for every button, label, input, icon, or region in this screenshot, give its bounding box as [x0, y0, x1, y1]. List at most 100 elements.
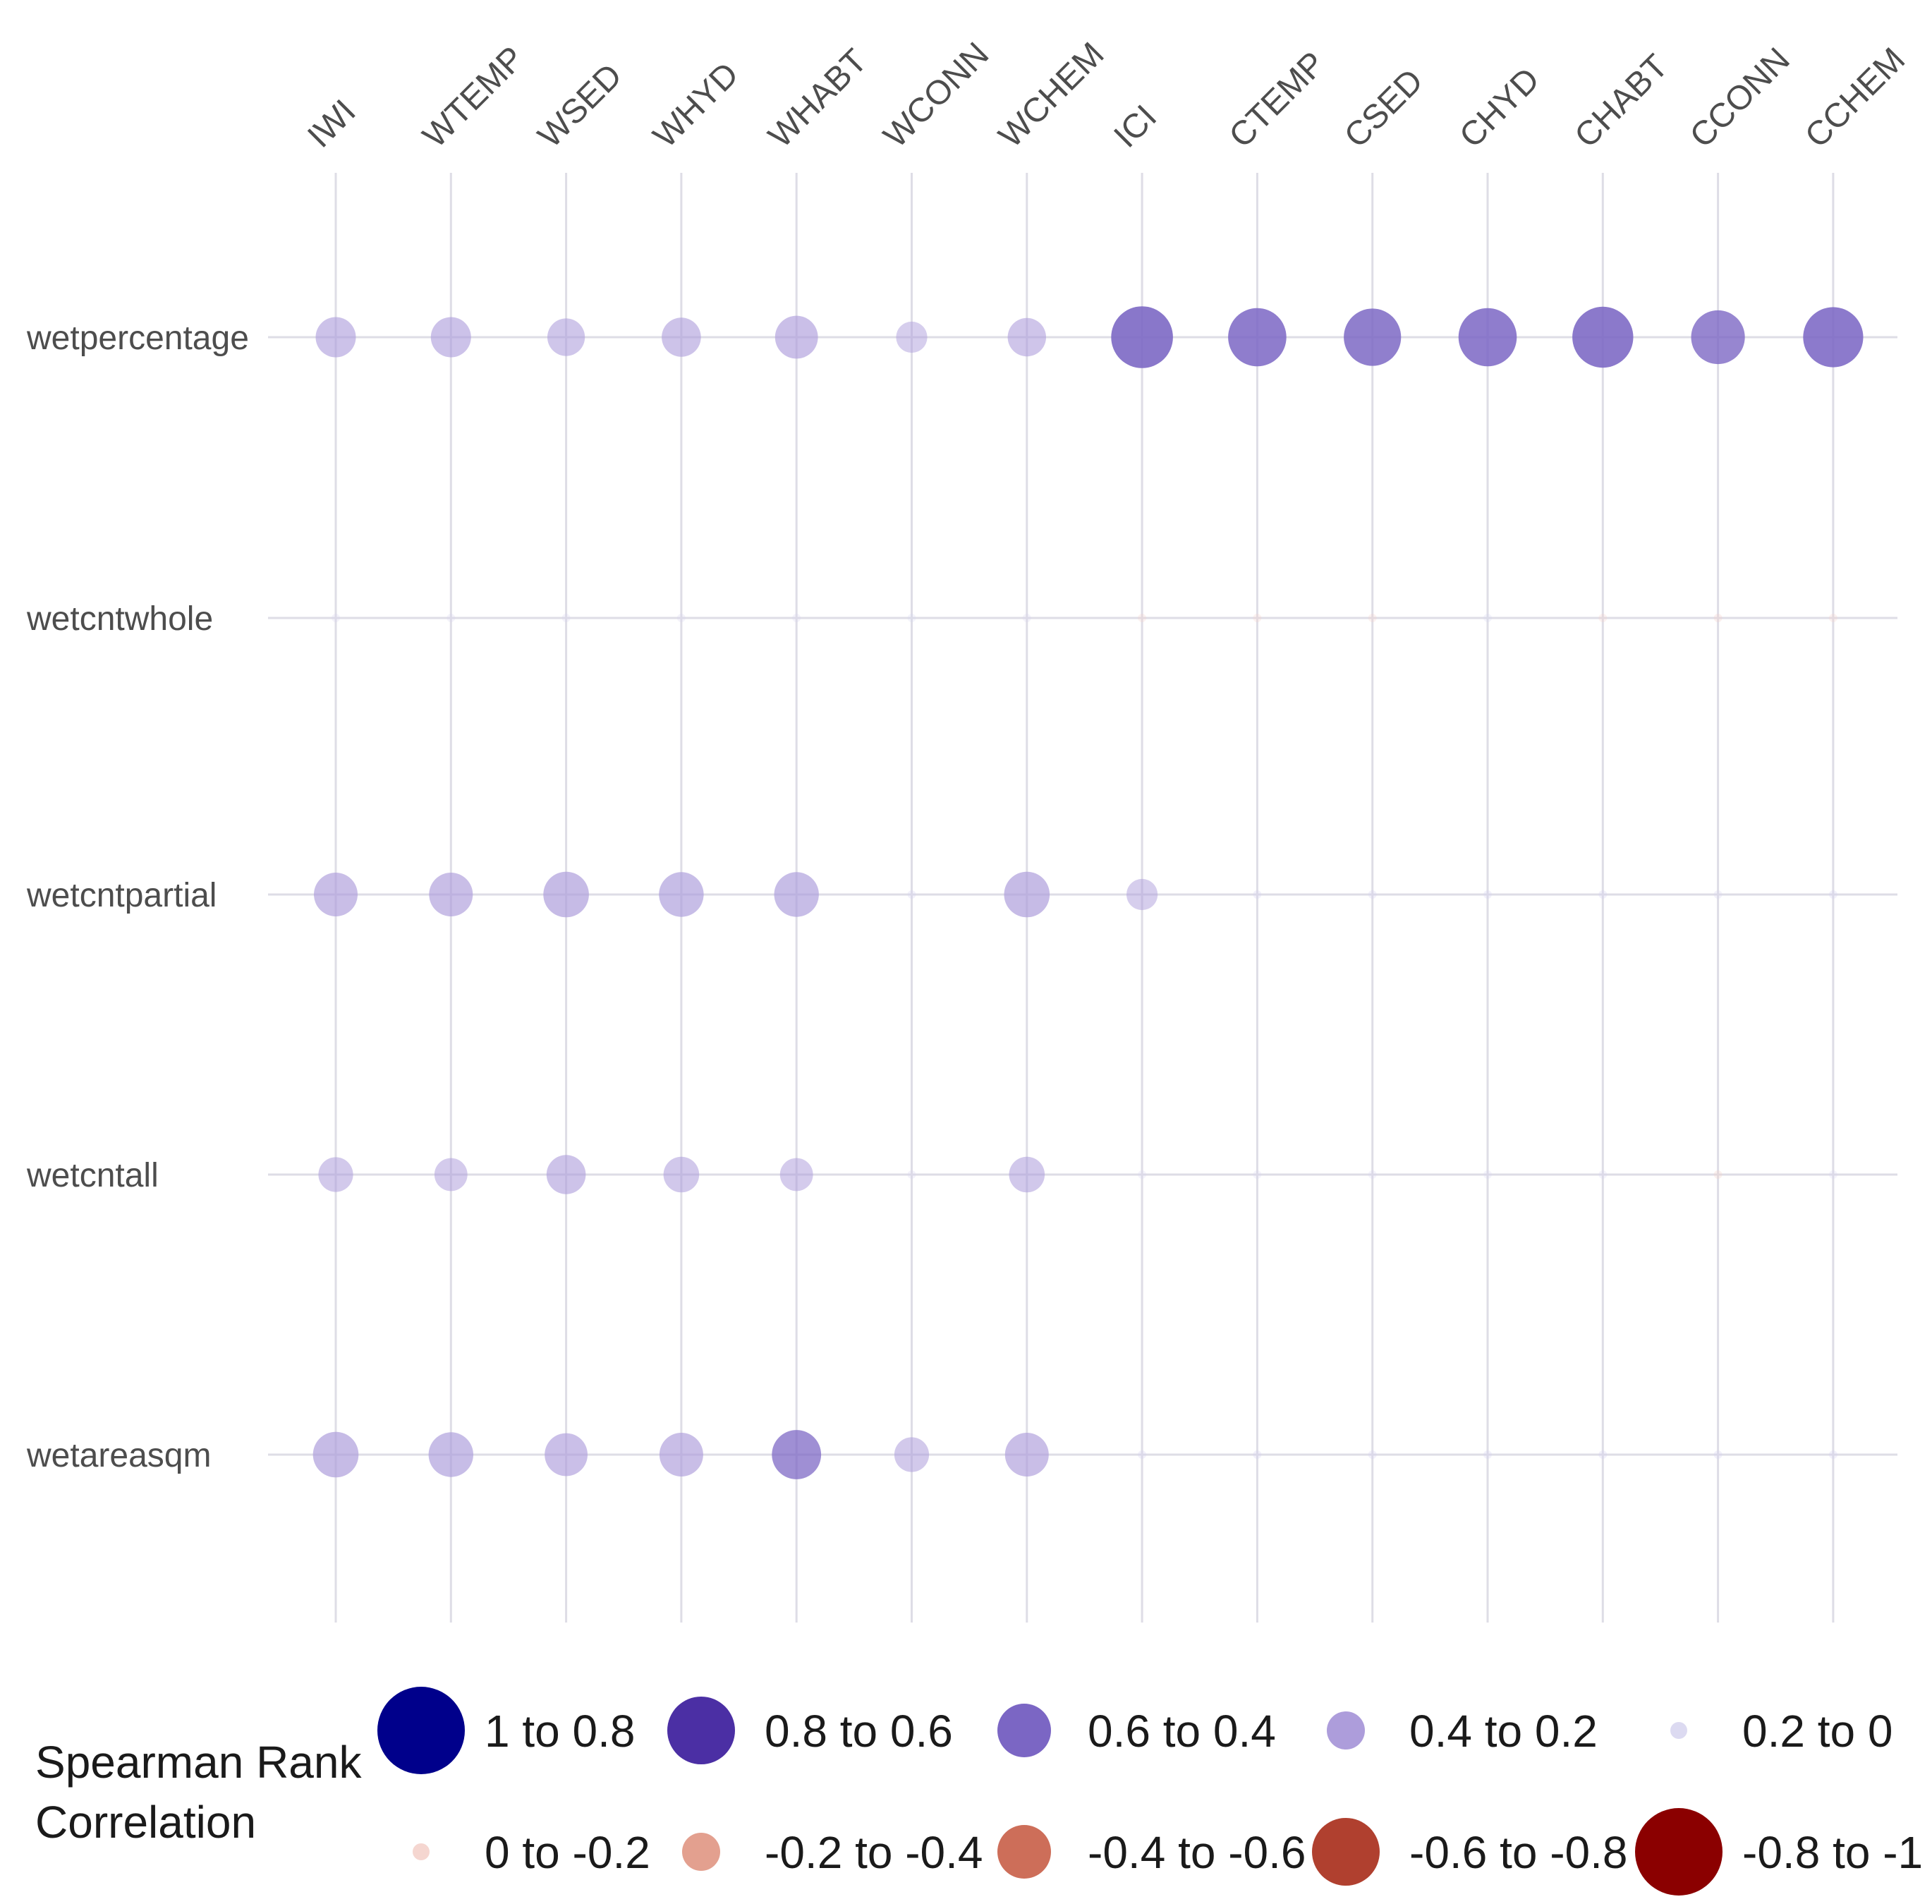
row-label-wetcntwhole: wetcntwhole — [26, 600, 213, 638]
dot-wetpercentage-wchem — [1007, 317, 1047, 357]
dot-wetcntpartial-cchem — [1828, 890, 1837, 899]
dot-wetcntpartial-csed — [1368, 890, 1377, 899]
dot-wetpercentage-csed — [1344, 308, 1402, 366]
dot-wetareasqm-cchem — [1828, 1450, 1837, 1459]
dot-wetpercentage-wsed — [547, 318, 585, 356]
dot-wetareasqm-whabt — [772, 1430, 822, 1479]
dot-wetcntpartial-wchem — [1004, 871, 1050, 918]
dot-wetcntpartial-chyd — [1483, 890, 1492, 899]
col-label-iwi: IWI — [300, 92, 363, 154]
dot-wetcntwhole-ici — [1138, 614, 1147, 622]
dot-wetcntpartial-ici — [1126, 878, 1158, 911]
dot-wetpercentage-iwi — [315, 317, 356, 358]
legend-swatch-1 — [667, 1697, 735, 1764]
dot-wetareasqm-cconn — [1713, 1450, 1723, 1459]
dot-wetpercentage-chyd — [1458, 308, 1517, 367]
dot-wetareasqm-csed — [1368, 1450, 1377, 1459]
legend-label-9: -0.8 to -1 — [1742, 1827, 1923, 1878]
dot-wetpercentage-wconn — [896, 321, 928, 353]
legend-swatch-4 — [1670, 1722, 1687, 1739]
dot-wetcntall-whabt — [779, 1158, 813, 1191]
dot-wetpercentage-cchem — [1803, 307, 1864, 368]
dot-wetareasqm-wchem — [1004, 1433, 1049, 1476]
legend-swatch-0 — [377, 1687, 465, 1774]
legend-label-0: 1 to 0.8 — [485, 1706, 636, 1757]
col-label-whyd: WHYD — [646, 56, 746, 155]
dot-wetpercentage-whabt — [774, 315, 818, 359]
dot-wetcntall-cchem — [1828, 1170, 1837, 1179]
dot-wetpercentage-chabt — [1572, 306, 1634, 368]
legend-label-4: 0.2 to 0 — [1742, 1706, 1893, 1757]
dot-wetpercentage-ici — [1111, 306, 1173, 368]
dot-wetcntall-chyd — [1483, 1170, 1492, 1179]
dot-wetareasqm-wconn — [894, 1437, 930, 1472]
dot-wetcntall-wsed — [546, 1155, 586, 1194]
legend-swatch-3 — [1327, 1711, 1365, 1750]
dot-wetareasqm-whyd — [659, 1433, 703, 1476]
legend-swatch-5 — [413, 1843, 430, 1860]
dot-wetpercentage-cconn — [1691, 310, 1745, 365]
dot-wetcntwhole-whyd — [676, 614, 686, 622]
dot-wetcntwhole-wconn — [907, 614, 916, 622]
col-label-ici: ICI — [1107, 98, 1164, 155]
row-label-wetpercentage: wetpercentage — [26, 320, 249, 357]
legend-swatch-7 — [997, 1825, 1051, 1879]
col-label-wtemp: WTEMP — [416, 40, 532, 155]
legend-label-1: 0.8 to 0.6 — [765, 1706, 953, 1757]
col-label-csed: CSED — [1337, 62, 1430, 155]
dot-wetcntpartial-wconn — [907, 890, 916, 899]
legend-title-line2: Correlation — [35, 1797, 256, 1848]
dot-wetcntall-whyd — [663, 1156, 700, 1193]
dot-wetcntwhole-chyd — [1483, 614, 1492, 622]
dot-wetcntpartial-iwi — [314, 873, 358, 916]
dot-wetareasqm-iwi — [312, 1431, 359, 1478]
row-label-wetcntall: wetcntall — [26, 1157, 159, 1194]
dot-wetcntwhole-whabt — [792, 614, 801, 622]
dot-wetcntpartial-wtemp — [429, 873, 473, 916]
dot-wetcntwhole-iwi — [332, 614, 340, 622]
legend-swatch-8 — [1312, 1818, 1380, 1886]
dot-wetareasqm-ctemp — [1253, 1450, 1262, 1459]
dot-wetcntpartial-chabt — [1598, 890, 1608, 899]
dot-wetcntwhole-wtemp — [446, 614, 456, 622]
dot-wetcntall-ici — [1138, 1170, 1147, 1179]
legend-label-6: -0.2 to -0.4 — [765, 1827, 983, 1878]
dot-wetcntwhole-wsed — [561, 614, 571, 622]
legend-swatch-6 — [682, 1833, 720, 1871]
dot-wetareasqm-ici — [1138, 1450, 1147, 1459]
dot-wetareasqm-wsed — [545, 1433, 588, 1476]
dot-wetareasqm-chabt — [1598, 1450, 1608, 1459]
dot-wetcntpartial-whyd — [659, 872, 704, 917]
row-label-wetcntpartial: wetcntpartial — [26, 877, 217, 914]
dot-wetareasqm-wtemp — [428, 1432, 473, 1477]
legend-label-2: 0.6 to 0.4 — [1088, 1706, 1276, 1757]
dot-wetcntwhole-csed — [1368, 614, 1377, 622]
col-label-wsed: WSED — [531, 56, 629, 154]
col-label-cconn: CCONN — [1683, 41, 1797, 155]
dot-wetcntall-wconn — [907, 1170, 916, 1179]
dot-wetcntwhole-wchem — [1022, 614, 1031, 622]
dot-wetpercentage-ctemp — [1228, 308, 1287, 367]
dot-wetpercentage-whyd — [662, 317, 701, 357]
legend: Spearman Rank Correlation 1 to 0.8 0.8 to… — [35, 1687, 1923, 1896]
grid-layer — [268, 173, 1897, 1623]
legend-items: 1 to 0.8 0.8 to 0.6 0.6 to 0.4 0.4 to 0.2 0.… — [377, 1687, 1923, 1896]
col-label-wconn: WCONN — [877, 35, 996, 154]
legend-label-3: 0.4 to 0.2 — [1409, 1706, 1598, 1757]
col-label-chyd: CHYD — [1452, 61, 1547, 155]
col-label-whabt: WHABT — [762, 42, 875, 155]
dot-wetpercentage-wtemp — [430, 317, 471, 358]
legend-swatch-9 — [1635, 1808, 1723, 1896]
dot-wetcntall-csed — [1368, 1170, 1377, 1179]
col-label-ctemp: CTEMP — [1222, 45, 1332, 155]
dot-wetcntall-cconn — [1713, 1170, 1723, 1179]
dot-wetcntall-wchem — [1009, 1156, 1045, 1193]
dot-wetcntpartial-wsed — [543, 871, 589, 918]
dots-layer — [312, 306, 1864, 1479]
dot-wetcntpartial-whabt — [774, 872, 819, 917]
dot-wetcntwhole-chabt — [1598, 614, 1608, 622]
dot-wetcntpartial-ctemp — [1253, 890, 1262, 899]
